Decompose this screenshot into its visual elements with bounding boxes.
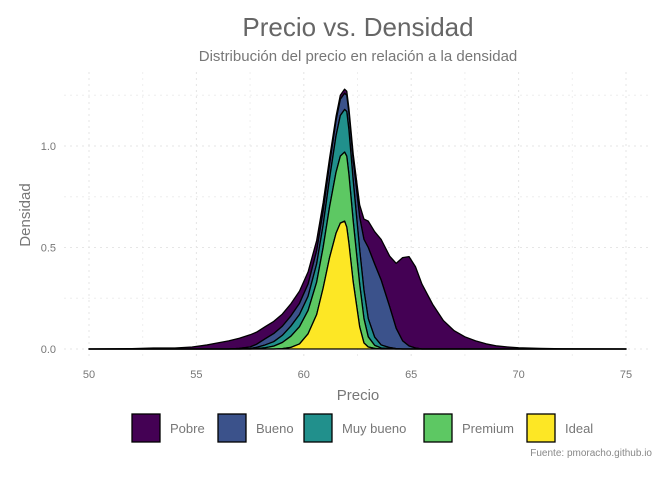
y-axis-title: Densidad	[17, 183, 34, 246]
legend-item-bueno: Bueno	[217, 413, 294, 443]
legend-swatch-pobre	[131, 413, 161, 443]
x-tick-label-0: 50	[83, 369, 95, 381]
legend-item-premium: Premium	[423, 413, 514, 443]
legend-label-bueno: Bueno	[256, 421, 294, 436]
y-tick-label-0: 0.0	[41, 344, 56, 356]
x-tick-label-3: 65	[405, 369, 417, 381]
legend-label-premium: Premium	[462, 421, 514, 436]
stacked-areas	[88, 88, 627, 350]
legend-item-pobre: Pobre	[131, 413, 205, 443]
x-tick-label-5: 75	[620, 369, 632, 381]
y-axis-ticks: 0.0 0.5 1.0	[41, 141, 56, 356]
chart-title: Precio vs. Densidad	[242, 12, 473, 42]
legend-label-muy-bueno: Muy bueno	[342, 421, 406, 436]
legend-item-ideal: Ideal	[526, 413, 593, 443]
legend-swatch-muy-bueno	[303, 413, 333, 443]
legend-item-muy-bueno: Muy bueno	[303, 413, 406, 443]
x-tick-label-2: 60	[298, 369, 310, 381]
chart-caption: Fuente: pmoracho.github.io	[530, 448, 652, 459]
y-tick-label-2: 1.0	[41, 141, 56, 153]
area-ideal	[88, 220, 627, 350]
x-axis-ticks: 50 55 60 65 70 75	[83, 369, 632, 381]
x-axis-title: Precio	[337, 387, 380, 404]
legend-swatch-ideal	[526, 413, 556, 443]
chart-subtitle: Distribución del precio en relación a la…	[199, 48, 518, 65]
legend-swatch-bueno	[217, 413, 247, 443]
legend-label-pobre: Pobre	[170, 421, 205, 436]
legend-swatch-premium	[423, 413, 453, 443]
legend-label-ideal: Ideal	[565, 421, 593, 436]
y-tick-label-1: 0.5	[41, 243, 56, 255]
x-tick-label-4: 70	[512, 369, 524, 381]
legend: Pobre Bueno Muy bueno Premium Ideal	[131, 413, 593, 443]
x-tick-label-1: 55	[190, 369, 202, 381]
